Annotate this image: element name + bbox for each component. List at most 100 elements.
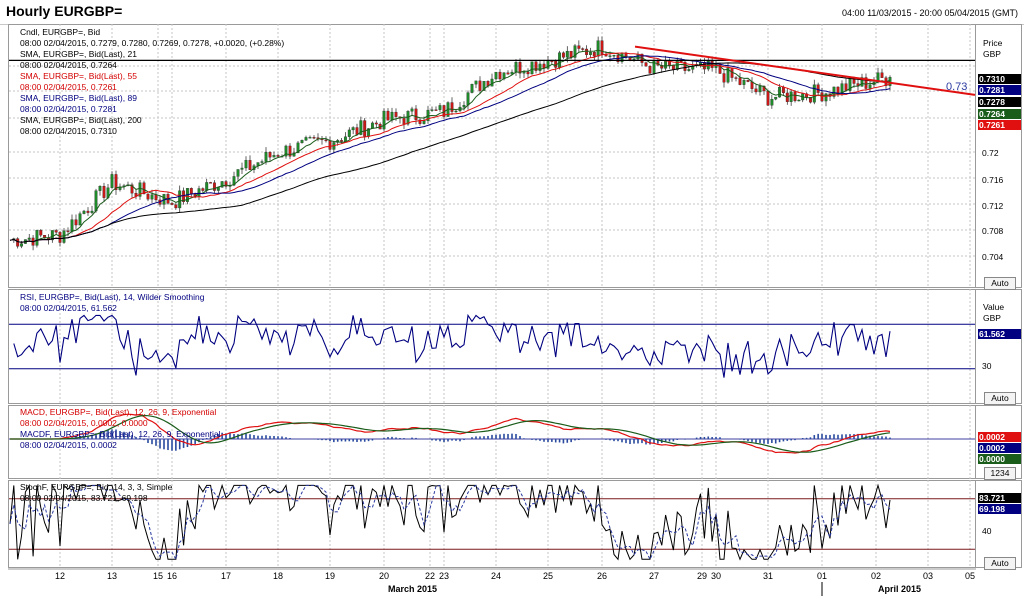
macd-histogram-bar <box>778 439 781 443</box>
macd-histogram-bar <box>703 436 706 439</box>
macd-histogram-bar <box>841 434 843 439</box>
trendline <box>634 45 976 96</box>
candle-body <box>462 104 466 108</box>
rsi-panel[interactable] <box>8 289 976 404</box>
sma-line <box>9 49 891 243</box>
candle-body <box>797 99 801 102</box>
macd-histogram-bar <box>873 436 875 439</box>
candle-body <box>351 127 355 131</box>
candle-body <box>240 167 244 170</box>
price-auto-button[interactable]: Auto <box>984 277 1016 290</box>
candle-body <box>374 122 378 125</box>
macd-scale-box[interactable]: 1234 <box>984 467 1016 480</box>
macd-histogram-bar <box>829 434 831 439</box>
macd-histogram-bar <box>217 434 220 439</box>
candle-body <box>506 72 510 75</box>
macd-histogram-bar <box>91 434 93 439</box>
macd-histogram-bar <box>613 439 615 442</box>
macd-histogram-bar <box>151 439 153 445</box>
macd-histogram-bar <box>159 439 161 449</box>
macd-histogram-bar <box>621 439 623 443</box>
macd-histogram-bar <box>809 437 812 439</box>
candle-body <box>410 108 414 112</box>
x-month-label: April 2015 <box>878 584 922 594</box>
rsi-auto-button[interactable]: Auto <box>984 392 1016 405</box>
x-month-label: March 2015 <box>388 584 438 594</box>
macd-histogram-bar <box>551 439 553 442</box>
candle-body <box>778 86 782 98</box>
candle-body <box>312 137 316 139</box>
candle-body <box>82 210 86 214</box>
macd-histogram-bar <box>821 433 823 439</box>
macd-histogram-bar <box>119 430 121 439</box>
candle-body <box>102 185 106 198</box>
macd-histogram-bar <box>147 439 149 444</box>
candle-body <box>359 120 363 135</box>
macd-histogram-bar <box>348 439 351 442</box>
macd-histogram-bar <box>531 439 533 440</box>
macd-histogram-bar <box>459 439 461 442</box>
price-tick: 0.708 <box>982 226 1004 236</box>
macd-histogram-bar <box>495 434 497 439</box>
macd-histogram-bar <box>739 439 741 440</box>
macd-histogram-bar <box>539 439 541 441</box>
macd-histogram-bar <box>719 437 721 439</box>
stoch-auto-button[interactable]: Auto <box>984 557 1016 570</box>
macd-histogram-bar <box>782 439 785 442</box>
macd-histogram-bar <box>202 439 204 441</box>
macd-histogram-bar <box>99 432 101 439</box>
candle-body <box>588 52 592 55</box>
macd-histogram-bar <box>289 437 291 439</box>
sma-line <box>9 52 891 243</box>
candle-body <box>363 120 367 137</box>
candle-body <box>434 109 438 111</box>
candle-body <box>766 90 770 106</box>
candle-body <box>394 111 398 117</box>
x-tick-label: 20 <box>379 571 390 581</box>
macd-histogram-bar <box>676 439 679 440</box>
macd-histogram-bar <box>535 439 537 441</box>
macd-histogram-bar <box>479 436 481 439</box>
candle-body <box>820 92 824 102</box>
macd-histogram-bar <box>695 437 698 439</box>
legend-line: 08:00 02/04/2015, 83.721, 69.198 <box>20 493 148 503</box>
macd-histogram-bar <box>415 437 417 439</box>
macd-histogram-bar <box>321 439 323 441</box>
macd-histogram-bar <box>435 439 437 441</box>
candle-body <box>90 210 94 213</box>
candle-body <box>347 129 351 137</box>
macd-histogram-bar <box>451 439 453 441</box>
candle-body <box>832 86 836 97</box>
candle-body <box>530 61 534 75</box>
macd-histogram-bar <box>825 434 827 439</box>
macd-histogram-bar <box>352 439 354 442</box>
macd-histogram-bar <box>523 438 525 439</box>
macd-panel[interactable] <box>8 405 976 479</box>
macd-histogram-bar <box>881 436 883 439</box>
candle-body <box>726 67 730 83</box>
macd-histogram-bar <box>558 439 561 443</box>
macd-histogram-bar <box>813 435 816 439</box>
candle-body <box>754 88 758 93</box>
candle-body <box>232 176 236 186</box>
chart-title: Hourly EURGBP= <box>6 3 123 19</box>
macd-histogram-bar <box>123 431 125 439</box>
macd-histogram-bar <box>668 439 671 442</box>
macd-histogram-bar <box>253 435 255 439</box>
macd-histogram-bar <box>578 439 580 441</box>
macd-histogram-bar <box>625 439 627 444</box>
price-panel[interactable] <box>8 24 976 288</box>
macd-histogram-bar <box>805 437 808 439</box>
candle-body <box>138 182 142 197</box>
macd-histogram-bar <box>649 439 651 445</box>
candle-body <box>742 80 746 85</box>
macd-histogram-bar <box>657 439 659 444</box>
candle-body <box>860 77 864 87</box>
x-tick-label: 16 <box>167 571 178 581</box>
macd-histogram-bar <box>171 439 173 451</box>
x-tick-label: 13 <box>107 571 118 581</box>
macd-histogram-bar <box>225 433 227 439</box>
stoch-panel[interactable] <box>8 480 976 568</box>
candle-body <box>648 66 652 74</box>
